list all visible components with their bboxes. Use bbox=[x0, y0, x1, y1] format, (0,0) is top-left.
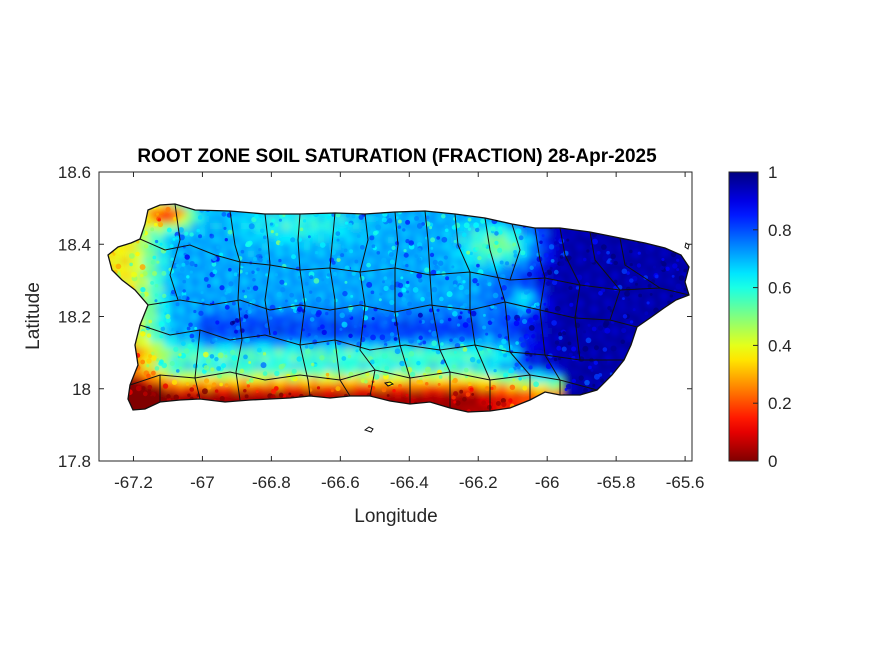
y-axis-label: Latitude bbox=[23, 282, 44, 350]
chart-title: ROOT ZONE SOIL SATURATION (FRACTION) 28-… bbox=[137, 146, 657, 167]
x-tick-label: -65.6 bbox=[666, 473, 705, 492]
x-axis: -67.2 -67 -66.8 -66.6 -66.4 -66.2 -66 -65.8 -65.… bbox=[114, 172, 704, 492]
colorbar: 0 0.2 0.4 0.6 0.8 1 bbox=[728, 163, 792, 471]
y-tick-label: 18.6 bbox=[58, 163, 91, 182]
colorbar-tick-label: 0.4 bbox=[768, 336, 792, 355]
x-axis-label: Longitude bbox=[354, 506, 437, 527]
islet bbox=[383, 381, 395, 387]
colorbar-tick-label: 0.2 bbox=[768, 394, 792, 413]
islet bbox=[363, 426, 374, 433]
x-tick-label: -66 bbox=[535, 473, 560, 492]
x-tick-label: -66.8 bbox=[252, 473, 291, 492]
x-tick-label: -66.2 bbox=[459, 473, 498, 492]
island-coastline bbox=[107, 203, 690, 413]
y-axis: 17.8 18 18.2 18.4 18.6 bbox=[58, 163, 692, 471]
x-tick-label: -67 bbox=[190, 473, 215, 492]
x-tick-label: -65.8 bbox=[597, 473, 636, 492]
x-tick-label: -66.4 bbox=[390, 473, 429, 492]
x-tick-label: -67.2 bbox=[114, 473, 153, 492]
colorbar-bar bbox=[728, 171, 759, 462]
y-tick-label: 18 bbox=[72, 380, 91, 399]
y-tick-label: 18.4 bbox=[58, 235, 91, 254]
municipality-boundaries bbox=[129, 203, 690, 411]
y-tick-label: 18.2 bbox=[58, 308, 91, 327]
x-tick-label: -66.6 bbox=[321, 473, 360, 492]
colorbar-tick-label: 0 bbox=[768, 452, 777, 471]
colorbar-tick-label: 0.8 bbox=[768, 221, 792, 240]
y-tick-label: 17.8 bbox=[58, 452, 91, 471]
colorbar-ticks: 0 0.2 0.4 0.6 0.8 1 bbox=[753, 163, 792, 471]
colorbar-tick-label: 0.6 bbox=[768, 279, 792, 298]
colorbar-tick-label: 1 bbox=[768, 163, 777, 182]
